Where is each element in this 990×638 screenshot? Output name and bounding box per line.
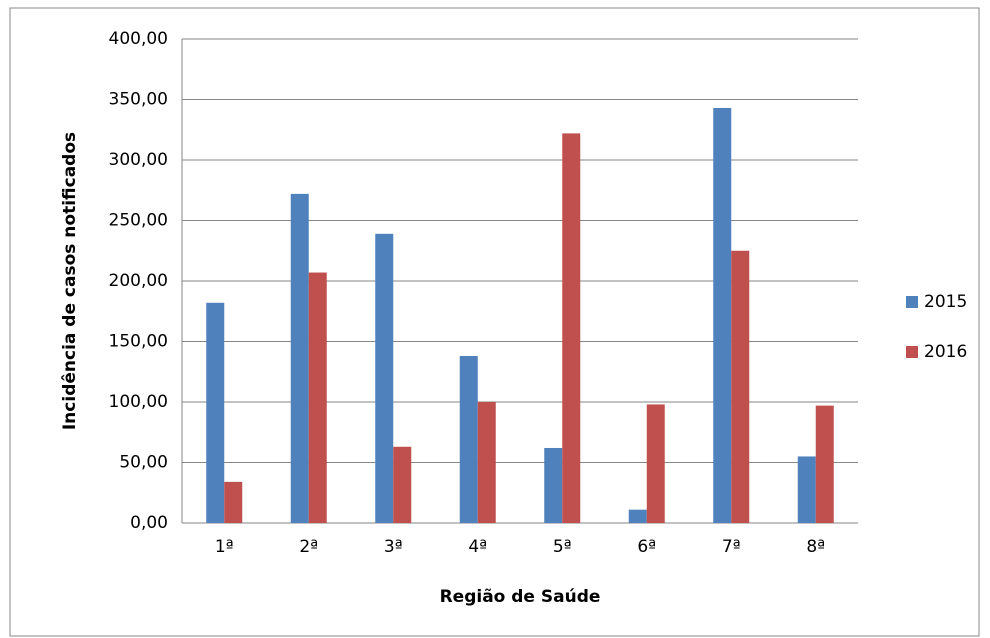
x-tick-label: 7ª	[722, 537, 741, 557]
y-tick-label: 250,00	[109, 211, 168, 231]
x-tick-label: 6ª	[637, 537, 656, 557]
chart-frame	[9, 7, 980, 637]
x-tick-label: 2ª	[299, 537, 318, 557]
y-tick-label: 150,00	[109, 332, 168, 352]
y-tick-label: 350,00	[109, 90, 168, 110]
y-tick-label: 400,00	[109, 29, 168, 49]
legend-swatch	[906, 346, 918, 358]
bar	[544, 447, 563, 523]
legend-swatch	[906, 296, 918, 308]
y-tick-label: 50,00	[119, 453, 168, 473]
bar	[477, 402, 496, 523]
bar	[646, 404, 665, 523]
x-tick-label: 3ª	[384, 537, 403, 557]
bar	[815, 405, 834, 523]
y-tick-label: 200,00	[109, 271, 168, 291]
legend-label: 2016	[924, 342, 967, 362]
bar	[206, 302, 225, 523]
bar	[224, 481, 243, 523]
bar	[393, 446, 412, 523]
legend-label: 2015	[924, 292, 967, 312]
x-tick-label: 1ª	[215, 537, 234, 557]
bar	[797, 456, 816, 523]
y-tick-label: 100,00	[109, 392, 168, 412]
bar	[731, 250, 750, 523]
x-tick-label: 4ª	[468, 537, 487, 557]
bar	[308, 272, 327, 523]
bar	[713, 107, 732, 523]
x-tick-label: 8ª	[806, 537, 825, 557]
bar	[375, 233, 394, 523]
bar	[562, 133, 581, 523]
x-tick-label: 5ª	[553, 537, 572, 557]
y-tick-label: 300,00	[109, 150, 168, 170]
y-axis-label: Incidência de casos notificados	[60, 132, 80, 430]
y-tick-label: 0,00	[130, 513, 168, 533]
bar	[459, 356, 478, 523]
bar	[290, 193, 309, 523]
bar	[628, 509, 647, 523]
x-axis-label: Região de Saúde	[440, 587, 601, 607]
